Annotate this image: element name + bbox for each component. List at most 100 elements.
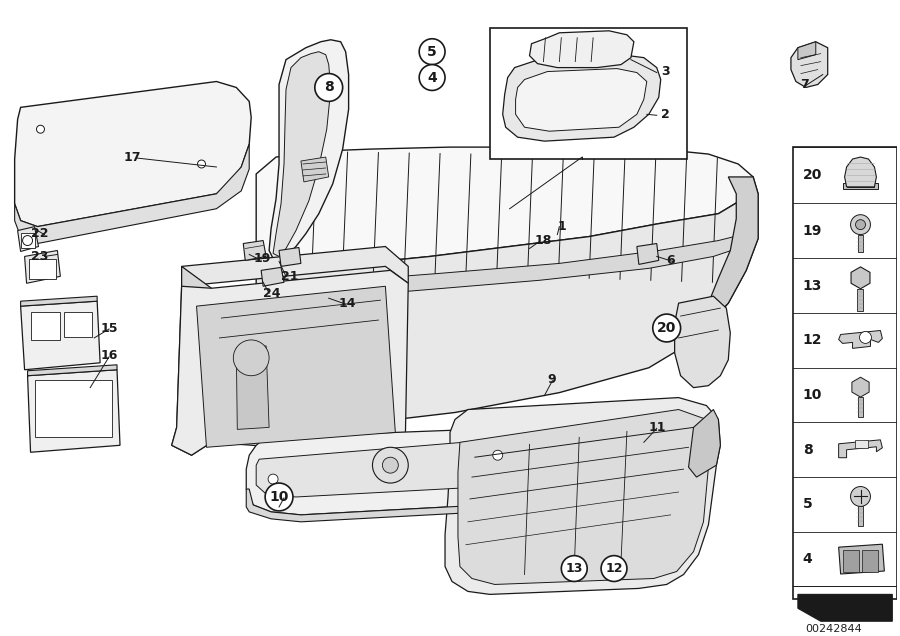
Circle shape (562, 556, 587, 581)
Polygon shape (247, 489, 527, 522)
Circle shape (197, 160, 205, 168)
Circle shape (233, 340, 269, 376)
Polygon shape (844, 157, 877, 187)
Text: 22: 22 (31, 227, 48, 240)
Bar (858, 397, 863, 417)
Circle shape (37, 125, 44, 133)
Text: 14: 14 (338, 296, 356, 310)
Polygon shape (256, 441, 518, 497)
Bar (34, 380, 112, 438)
Text: 2: 2 (661, 108, 670, 121)
Polygon shape (458, 410, 710, 584)
Text: 21: 21 (281, 270, 299, 283)
Text: 4: 4 (428, 71, 437, 85)
Polygon shape (445, 398, 720, 595)
Polygon shape (798, 595, 892, 621)
Bar (31, 312, 60, 340)
Text: 9: 9 (547, 373, 556, 386)
Text: 16: 16 (100, 349, 118, 363)
Circle shape (315, 74, 343, 101)
Polygon shape (256, 147, 753, 266)
Bar (857, 289, 863, 310)
Circle shape (382, 457, 399, 473)
Text: 10: 10 (803, 388, 823, 402)
Polygon shape (688, 410, 720, 477)
Text: 20: 20 (657, 321, 677, 335)
Polygon shape (247, 429, 532, 515)
Text: 13: 13 (565, 562, 583, 575)
Polygon shape (791, 42, 828, 88)
Text: 24: 24 (263, 287, 281, 300)
Circle shape (419, 65, 445, 90)
Circle shape (850, 487, 870, 506)
Polygon shape (261, 267, 284, 286)
Text: 1: 1 (557, 220, 566, 233)
Polygon shape (237, 346, 269, 429)
Polygon shape (637, 244, 659, 265)
Text: 19: 19 (253, 252, 271, 265)
Polygon shape (798, 42, 815, 60)
Text: 18: 18 (535, 234, 552, 247)
Polygon shape (273, 52, 330, 256)
Polygon shape (301, 157, 328, 182)
Polygon shape (21, 301, 100, 370)
Text: 7: 7 (800, 78, 808, 91)
Polygon shape (269, 40, 348, 260)
Polygon shape (172, 270, 409, 455)
Polygon shape (196, 286, 395, 447)
Polygon shape (503, 55, 661, 141)
Circle shape (856, 219, 866, 230)
Polygon shape (28, 370, 120, 452)
Bar (858, 235, 863, 252)
Polygon shape (851, 267, 870, 289)
Bar (858, 506, 863, 527)
Bar (64, 312, 92, 337)
Bar (490, 28, 687, 159)
Polygon shape (839, 544, 885, 574)
Circle shape (266, 483, 293, 511)
Text: 5: 5 (428, 45, 437, 59)
Text: 4: 4 (803, 552, 813, 566)
Bar (854, 440, 868, 448)
Polygon shape (261, 233, 746, 306)
Polygon shape (279, 247, 301, 266)
Circle shape (268, 474, 278, 484)
Polygon shape (182, 247, 409, 286)
Polygon shape (839, 331, 882, 349)
Polygon shape (516, 69, 647, 131)
Text: 8: 8 (803, 443, 813, 457)
Circle shape (419, 39, 445, 65)
Bar (862, 550, 878, 572)
Text: 15: 15 (100, 322, 118, 335)
Bar (29, 259, 57, 279)
Text: 17: 17 (124, 151, 141, 163)
Circle shape (373, 447, 409, 483)
Text: 12: 12 (606, 562, 623, 575)
Text: 8: 8 (324, 81, 334, 95)
Bar (793, 147, 897, 599)
Text: 12: 12 (803, 333, 823, 347)
Text: 11: 11 (649, 421, 666, 434)
Text: 23: 23 (31, 250, 48, 263)
Polygon shape (14, 81, 251, 226)
Polygon shape (21, 296, 97, 306)
Bar (842, 550, 859, 572)
Polygon shape (839, 440, 882, 458)
Circle shape (601, 556, 627, 581)
Circle shape (492, 450, 503, 460)
Polygon shape (243, 240, 266, 260)
Polygon shape (675, 296, 730, 388)
Polygon shape (708, 177, 758, 318)
Circle shape (652, 314, 680, 342)
Polygon shape (24, 251, 60, 283)
Polygon shape (852, 377, 869, 397)
Text: 10: 10 (269, 490, 289, 504)
Polygon shape (172, 266, 213, 455)
Circle shape (850, 215, 870, 235)
Text: 5: 5 (803, 497, 813, 511)
Text: 20: 20 (803, 168, 823, 182)
Polygon shape (28, 365, 117, 376)
Text: 13: 13 (803, 279, 823, 293)
Polygon shape (842, 183, 878, 189)
Circle shape (22, 235, 32, 245)
